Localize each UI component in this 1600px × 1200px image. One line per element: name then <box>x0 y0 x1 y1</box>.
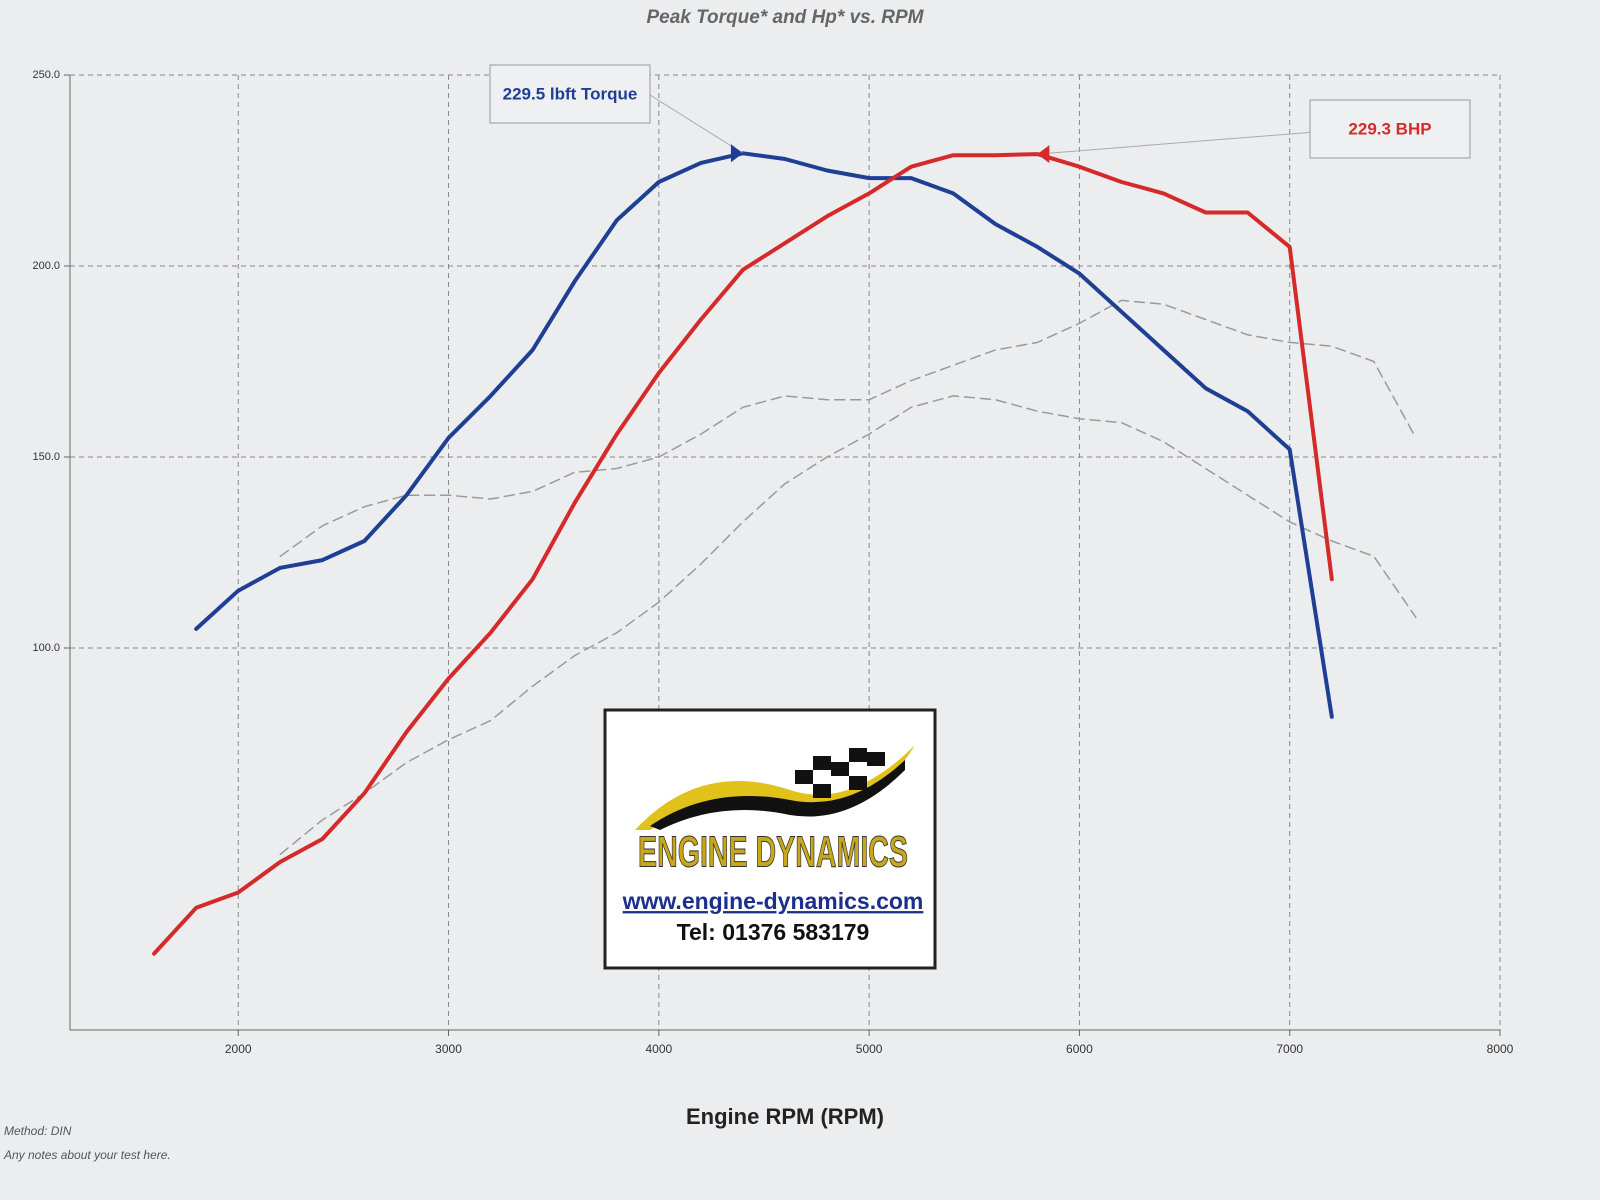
x-tick-label: 8000 <box>1487 1042 1514 1056</box>
x-tick-label: 4000 <box>645 1042 672 1056</box>
logo-name: ENGINE DYNAMICS <box>638 828 908 877</box>
x-tick-label: 2000 <box>225 1042 252 1056</box>
logo-swoosh <box>650 760 905 830</box>
comparison-line <box>279 299 1417 558</box>
logo-swoosh <box>635 745 915 830</box>
annotation-leader <box>1037 129 1341 155</box>
logo-flag <box>795 748 885 798</box>
x-axis-label: Engine RPM (RPM) <box>686 1104 884 1129</box>
note: Any notes about your test here. <box>3 1148 171 1162</box>
annotation-box <box>489 64 651 124</box>
annotation-arrow <box>730 144 743 163</box>
annotation: 229.3 BHP <box>1348 119 1431 138</box>
series-line <box>194 151 1334 719</box>
logo-phone: Tel: 01376 583179 <box>677 919 870 945</box>
note: Method: DIN <box>4 1124 72 1138</box>
x-tick-label: 3000 <box>435 1042 462 1056</box>
y-tick-label: 150.0 <box>32 451 60 463</box>
chart-title: Peak Torque* and Hp* vs. RPM <box>647 7 925 28</box>
y-tick-label: 250.0 <box>32 69 60 81</box>
series-line <box>152 152 1334 956</box>
x-tick-label: 7000 <box>1276 1042 1303 1056</box>
x-tick-label: 5000 <box>856 1042 883 1056</box>
x-tick-label: 6000 <box>1066 1042 1093 1056</box>
annotation-arrow <box>1037 145 1050 164</box>
comparison-line <box>279 395 1417 856</box>
y-tick-label: 100.0 <box>32 642 60 654</box>
annotation-leader <box>649 94 744 154</box>
annotation-box <box>1309 99 1471 159</box>
logo: ENGINE DYNAMICS www.engine-dynamics.com … <box>603 708 937 970</box>
logo-url: www.engine-dynamics.com <box>622 888 924 914</box>
annotation: 229.5 lbft Torque <box>503 84 638 103</box>
y-tick-label: 200.0 <box>32 260 60 272</box>
